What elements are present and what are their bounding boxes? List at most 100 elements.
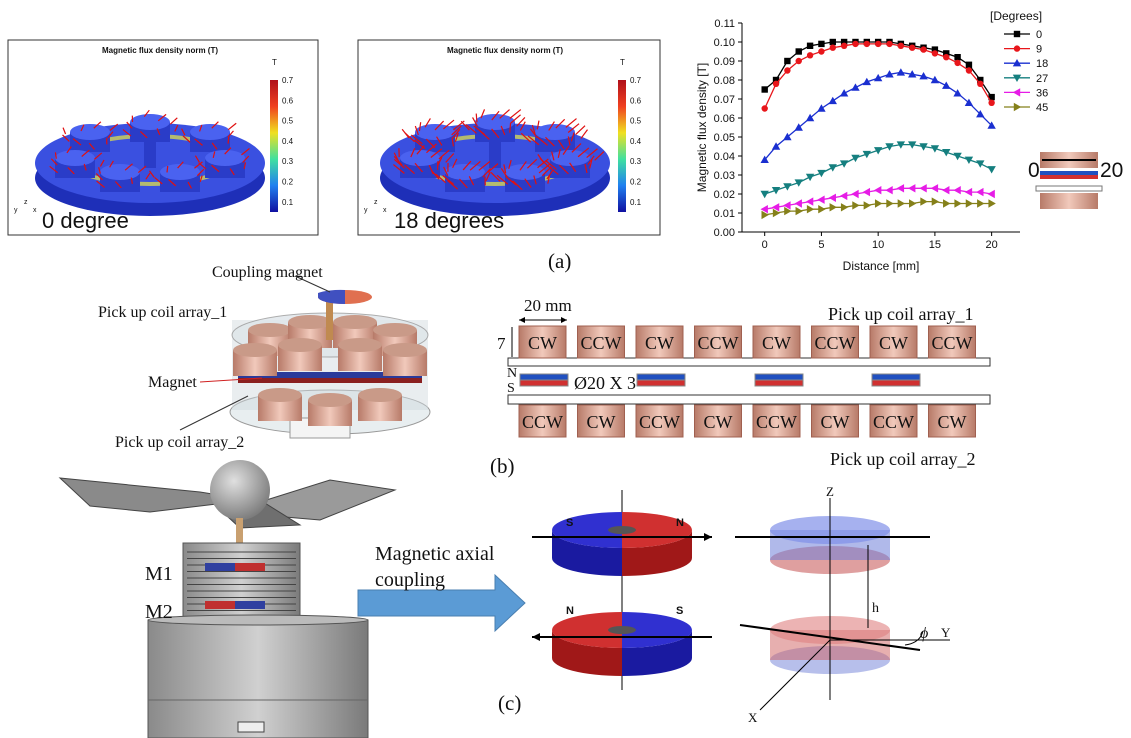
legend-title: [Degrees] bbox=[990, 9, 1042, 23]
colorbar-unit: T bbox=[272, 58, 277, 67]
row-label: Pick up coil array_1 bbox=[828, 304, 973, 324]
label-m1: M1 bbox=[145, 563, 173, 585]
y-tick-label: 0.11 bbox=[714, 18, 735, 30]
magnet-pair: S N N S bbox=[532, 490, 712, 690]
marker bbox=[886, 41, 892, 47]
y-tick-label: 0.06 bbox=[714, 113, 735, 125]
marker bbox=[851, 190, 858, 198]
legend-label: 36 bbox=[1036, 87, 1048, 99]
coil-direction: CW bbox=[645, 333, 674, 353]
cylinder-top bbox=[205, 150, 245, 166]
marker bbox=[761, 105, 767, 111]
legend-label: 18 bbox=[1036, 58, 1048, 70]
arrow-head bbox=[704, 533, 712, 541]
magnet-n bbox=[872, 374, 920, 380]
y-tick-label: 0.08 bbox=[714, 75, 735, 87]
triad-x: x bbox=[33, 207, 37, 214]
marker bbox=[942, 186, 949, 194]
colorbar-tick: 0.7 bbox=[282, 76, 294, 85]
marker bbox=[886, 199, 893, 207]
magnet-layer bbox=[238, 378, 422, 383]
marker bbox=[806, 174, 814, 181]
colorbar bbox=[618, 80, 626, 212]
cylinder-top bbox=[190, 124, 230, 140]
marker bbox=[1013, 88, 1020, 96]
triad-y: y bbox=[364, 207, 368, 214]
map-caption: 18 degrees bbox=[394, 208, 504, 233]
marker bbox=[829, 97, 837, 104]
slot bbox=[238, 722, 264, 732]
inset-start: 0 bbox=[1028, 159, 1040, 182]
cylinder-top bbox=[415, 124, 455, 140]
magnet-m2 bbox=[235, 601, 265, 609]
x-tick-label: 20 bbox=[986, 239, 998, 251]
inset-plate bbox=[1036, 186, 1102, 191]
inset-magnet bbox=[1040, 171, 1098, 175]
colorbar-tick: 0.5 bbox=[282, 117, 294, 126]
field-map-2: Magnetic flux density norm (T) T 0.70.60… bbox=[358, 40, 660, 235]
marker bbox=[897, 68, 905, 75]
marker bbox=[919, 184, 926, 192]
marker bbox=[796, 207, 803, 215]
y-tick-label: 0.07 bbox=[714, 94, 735, 106]
coil-top bbox=[233, 343, 277, 357]
plate bbox=[508, 395, 990, 404]
coil-top bbox=[338, 338, 382, 352]
marker bbox=[830, 203, 837, 211]
cylinder-top bbox=[400, 150, 440, 166]
dimension: 7 bbox=[497, 334, 506, 353]
marker bbox=[897, 184, 904, 192]
marker bbox=[796, 48, 802, 54]
coil-direction: CCW bbox=[814, 333, 855, 353]
magnet-m2 bbox=[205, 601, 235, 609]
marker bbox=[953, 186, 960, 194]
base bbox=[148, 620, 368, 738]
field-map-1: Magnetic flux density norm (T) T 0.70.60… bbox=[8, 40, 318, 235]
coil-direction: CW bbox=[762, 333, 791, 353]
inset-magnet bbox=[1040, 175, 1098, 179]
marker bbox=[784, 67, 790, 73]
marker bbox=[840, 192, 847, 200]
marker bbox=[830, 39, 836, 45]
legend-label: 27 bbox=[1036, 73, 1048, 85]
coil-direction: CCW bbox=[756, 412, 797, 432]
magnet-n bbox=[755, 374, 803, 380]
map-title: Magnetic flux density norm (T) bbox=[447, 46, 563, 55]
coil-schematic: 20 mm 7 N S Ø20 X 3 Pick up coil array_1… bbox=[497, 296, 990, 469]
marker bbox=[840, 89, 848, 96]
field-arrow bbox=[510, 124, 511, 133]
marker bbox=[954, 60, 960, 66]
marker bbox=[1014, 31, 1020, 37]
marker bbox=[885, 186, 892, 194]
cylinder-top bbox=[55, 150, 95, 166]
inset-end: 20 bbox=[1100, 159, 1123, 182]
marker bbox=[942, 82, 950, 89]
marker bbox=[932, 50, 938, 56]
pole: N bbox=[676, 517, 684, 529]
x-tick-label: 5 bbox=[818, 239, 824, 251]
magnet-n bbox=[637, 374, 685, 380]
marker bbox=[954, 199, 961, 207]
marker bbox=[841, 43, 847, 49]
pole: S bbox=[566, 517, 573, 529]
marker bbox=[1014, 103, 1021, 111]
marker bbox=[796, 58, 802, 64]
marker bbox=[909, 199, 916, 207]
propeller-render: M1 M2 bbox=[60, 460, 395, 738]
marker bbox=[988, 199, 995, 207]
coil-direction: CCW bbox=[931, 333, 972, 353]
map-title: Magnetic flux density norm (T) bbox=[102, 46, 218, 55]
coil-top bbox=[308, 393, 352, 407]
triad-z: z bbox=[374, 199, 378, 206]
callout: Pick up coil array_1 bbox=[98, 304, 227, 321]
y-axis-label: Magnetic flux density [T] bbox=[695, 63, 709, 192]
pole: S bbox=[676, 605, 683, 617]
marker bbox=[909, 45, 915, 51]
coil-top bbox=[373, 323, 417, 337]
coil-direction: CW bbox=[587, 412, 616, 432]
marker bbox=[795, 199, 802, 207]
legend-label: 9 bbox=[1036, 44, 1042, 56]
marker bbox=[898, 199, 905, 207]
legend-label: 45 bbox=[1036, 102, 1048, 114]
marker bbox=[863, 188, 870, 196]
